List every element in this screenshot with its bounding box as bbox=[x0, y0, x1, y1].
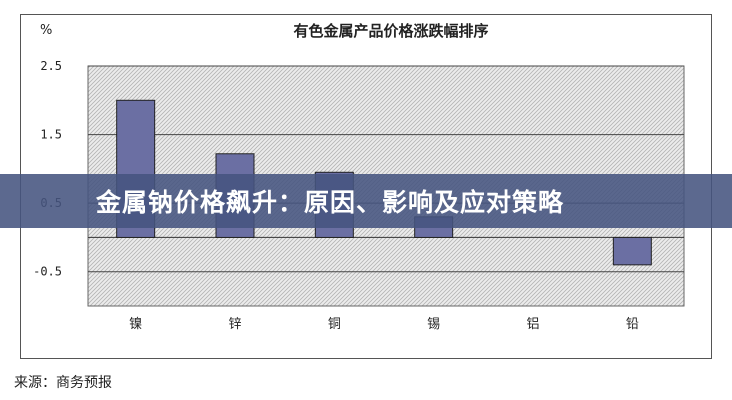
x-tick-label: 铅 bbox=[626, 317, 639, 332]
x-tick-label: 锌 bbox=[228, 317, 241, 332]
source-note: 来源：商务预报 bbox=[14, 375, 112, 391]
x-tick-label: 锡 bbox=[427, 317, 440, 332]
y-tick-label: 2.5 bbox=[40, 59, 62, 73]
x-tick-label: 铜 bbox=[328, 317, 341, 332]
y-axis-ticks: 2.51.50.5-0.5 bbox=[33, 59, 62, 279]
x-tick-label: 镍 bbox=[129, 317, 142, 332]
x-axis-ticks: 镍锌铜锡铝铅 bbox=[129, 317, 639, 332]
y-tick-label: 1.5 bbox=[40, 128, 62, 142]
bar-5 bbox=[612, 236, 652, 266]
headline-text: 金属钠价格飙升：原因、影响及应对策略 bbox=[96, 188, 565, 217]
x-tick-label: 铝 bbox=[526, 317, 539, 332]
headline-banner: 金属钠价格飙升：原因、影响及应对策略 bbox=[0, 174, 732, 228]
y-tick-label: -0.5 bbox=[33, 265, 62, 279]
chart-title: 有色金属产品价格涨跌幅排序 bbox=[293, 22, 488, 40]
y-unit-label: % bbox=[40, 23, 52, 38]
